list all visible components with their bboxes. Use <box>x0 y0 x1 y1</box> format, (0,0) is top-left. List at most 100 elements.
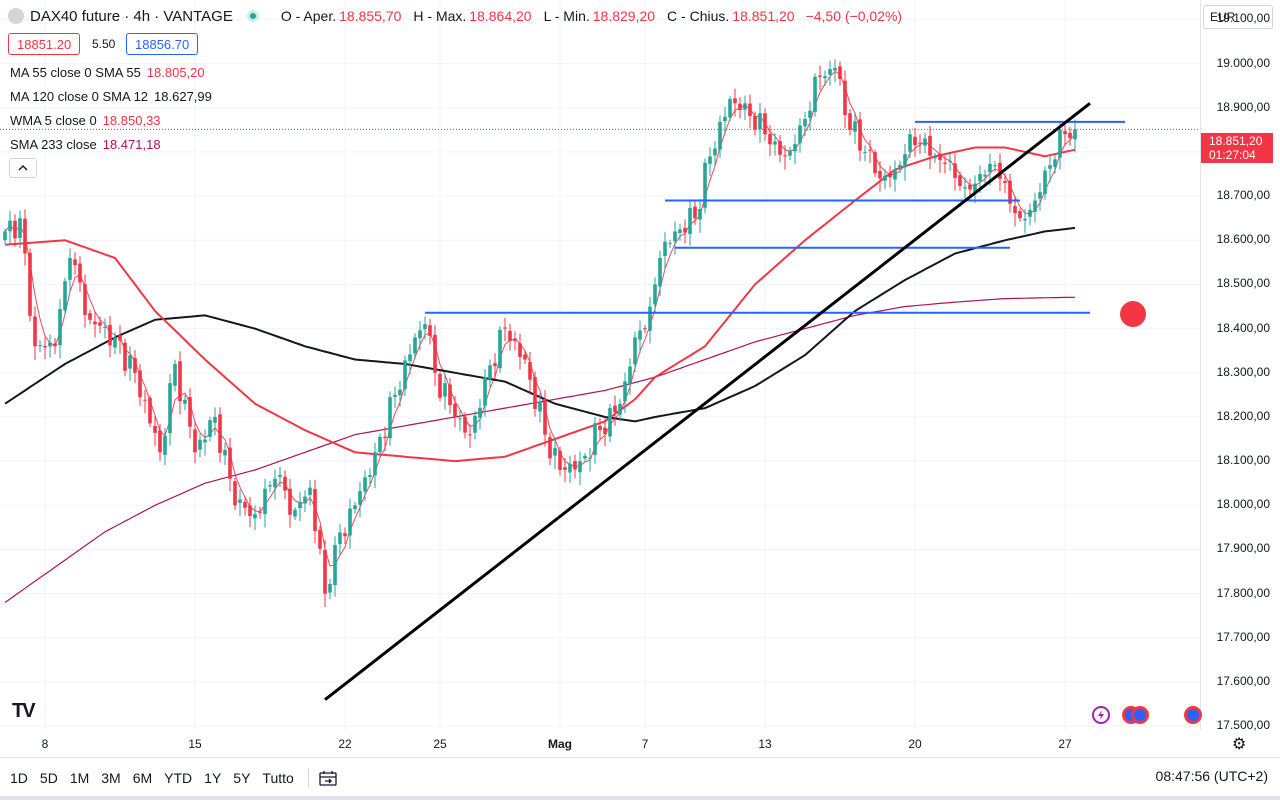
candle-body <box>953 163 957 178</box>
currency-selector[interactable]: EUR <box>1203 5 1273 29</box>
candle-body <box>983 174 987 177</box>
timeframe-all[interactable]: Tutto <box>262 770 294 786</box>
candle-body <box>188 397 192 427</box>
candle-body <box>133 357 137 373</box>
candle-body <box>903 154 907 168</box>
candle-body <box>963 187 967 189</box>
time-axis-label: Mag <box>548 737 572 751</box>
candle-body <box>258 511 262 513</box>
symbol-title[interactable]: DAX40 future · 4h · VANTAGE <box>30 7 233 25</box>
candle-body <box>318 529 322 549</box>
candle-body <box>968 184 972 190</box>
lightning-event-icon[interactable] <box>1092 706 1110 724</box>
candle-body <box>933 156 937 159</box>
candle-body <box>58 309 62 346</box>
candle-body <box>528 362 532 380</box>
economic-event-icon[interactable] <box>1131 706 1149 724</box>
candle-body <box>838 66 842 79</box>
open-label: O - Aper. <box>280 8 337 24</box>
chevron-up-icon <box>18 165 28 171</box>
time-axis-label: 15 <box>188 737 202 751</box>
calendar-range-icon[interactable] <box>319 770 337 786</box>
candle-body <box>683 227 687 233</box>
price-axis-label: 18.400,00 <box>1216 320 1270 335</box>
timeframe-1d[interactable]: 1D <box>10 770 28 786</box>
candle-body <box>823 76 827 79</box>
candle-body <box>788 150 792 156</box>
candle-body <box>323 549 327 594</box>
low-value: 18.829,20 <box>592 8 656 24</box>
gear-icon[interactable]: ⚙ <box>1232 736 1247 753</box>
candle-body <box>33 316 37 347</box>
candle-body <box>193 429 197 453</box>
candle-body <box>818 75 822 77</box>
candle-body <box>153 425 157 433</box>
candle-body <box>648 306 652 331</box>
candle-body <box>498 329 502 369</box>
buy-price-button[interactable]: 18856.70 <box>126 33 199 55</box>
indicator-ma55[interactable]: MA 55 close 0 SMA 55 18.805,20 <box>10 63 205 83</box>
candle-body <box>688 208 692 234</box>
ma55-line <box>4 146 1076 463</box>
candle-body <box>998 162 1002 179</box>
trend-line <box>324 102 1091 701</box>
timeframe-ytd[interactable]: YTD <box>164 770 193 786</box>
candle-body <box>1073 129 1077 140</box>
candle-body <box>623 381 627 402</box>
candle-body <box>728 98 732 118</box>
timeframe-3m[interactable]: 3M <box>101 770 121 786</box>
candle-body <box>463 416 467 433</box>
candle-body <box>53 343 57 347</box>
candle-body <box>508 330 512 341</box>
candle-body <box>483 377 487 406</box>
timeframe-1m[interactable]: 1M <box>69 770 90 786</box>
timeframe-5d[interactable]: 5D <box>39 770 58 786</box>
candle-body <box>658 257 662 287</box>
timeframe-5y[interactable]: 5Y <box>233 770 251 786</box>
candle-body <box>243 501 247 508</box>
candle-body <box>553 448 557 456</box>
indicator-name: SMA 233 close <box>10 137 97 152</box>
candle-body <box>208 420 212 437</box>
candle-body <box>1023 218 1027 221</box>
price-axis-label: 18.300,00 <box>1216 364 1270 379</box>
candle-body <box>303 496 307 504</box>
candle-body <box>738 103 742 111</box>
candle-body <box>898 164 902 168</box>
candle-body <box>393 394 397 397</box>
sell-price-button[interactable]: 18851.20 <box>8 33 81 55</box>
candle-body <box>718 121 722 150</box>
candle-body <box>223 449 227 456</box>
timeframe-1y[interactable]: 1Y <box>204 770 222 786</box>
clock[interactable]: 08:47:56 (UTC+2) <box>1155 768 1268 784</box>
candle-body <box>578 461 582 473</box>
bar-countdown: 01:27:04 <box>1209 148 1256 162</box>
collapse-indicators-button[interactable] <box>9 158 37 178</box>
candle-body <box>373 452 377 476</box>
footer-bar <box>0 796 1280 800</box>
indicator-wma5[interactable]: WMA 5 close 0 18.850,33 <box>10 111 161 131</box>
candle-body <box>143 399 147 401</box>
economic-event-icon[interactable] <box>1184 706 1202 724</box>
market-status-icon[interactable] <box>246 10 259 22</box>
tradingview-logo[interactable]: TV <box>12 700 36 722</box>
candle-body <box>568 463 572 473</box>
candle-body <box>278 474 282 477</box>
candle-body <box>338 532 342 545</box>
indicator-sma233[interactable]: SMA 233 close 18.471,18 <box>10 135 161 155</box>
indicator-ma120[interactable]: MA 120 close 0 SMA 12 18.627,99 <box>10 87 212 107</box>
candle-body <box>203 439 207 443</box>
candle-body <box>218 414 222 453</box>
timeframe-6m[interactable]: 6M <box>132 770 153 786</box>
candle-body <box>123 342 127 371</box>
time-axis-label: 13 <box>758 737 772 751</box>
price-axis-label: 17.600,00 <box>1216 673 1270 688</box>
candle-body <box>443 383 447 397</box>
drawing-objects <box>0 102 1200 701</box>
spread-value: 5.50 <box>92 37 116 51</box>
candle-body <box>873 152 877 174</box>
candle-body <box>138 370 142 398</box>
candle-body <box>198 439 202 450</box>
price-axis-label: 17.900,00 <box>1216 541 1270 556</box>
